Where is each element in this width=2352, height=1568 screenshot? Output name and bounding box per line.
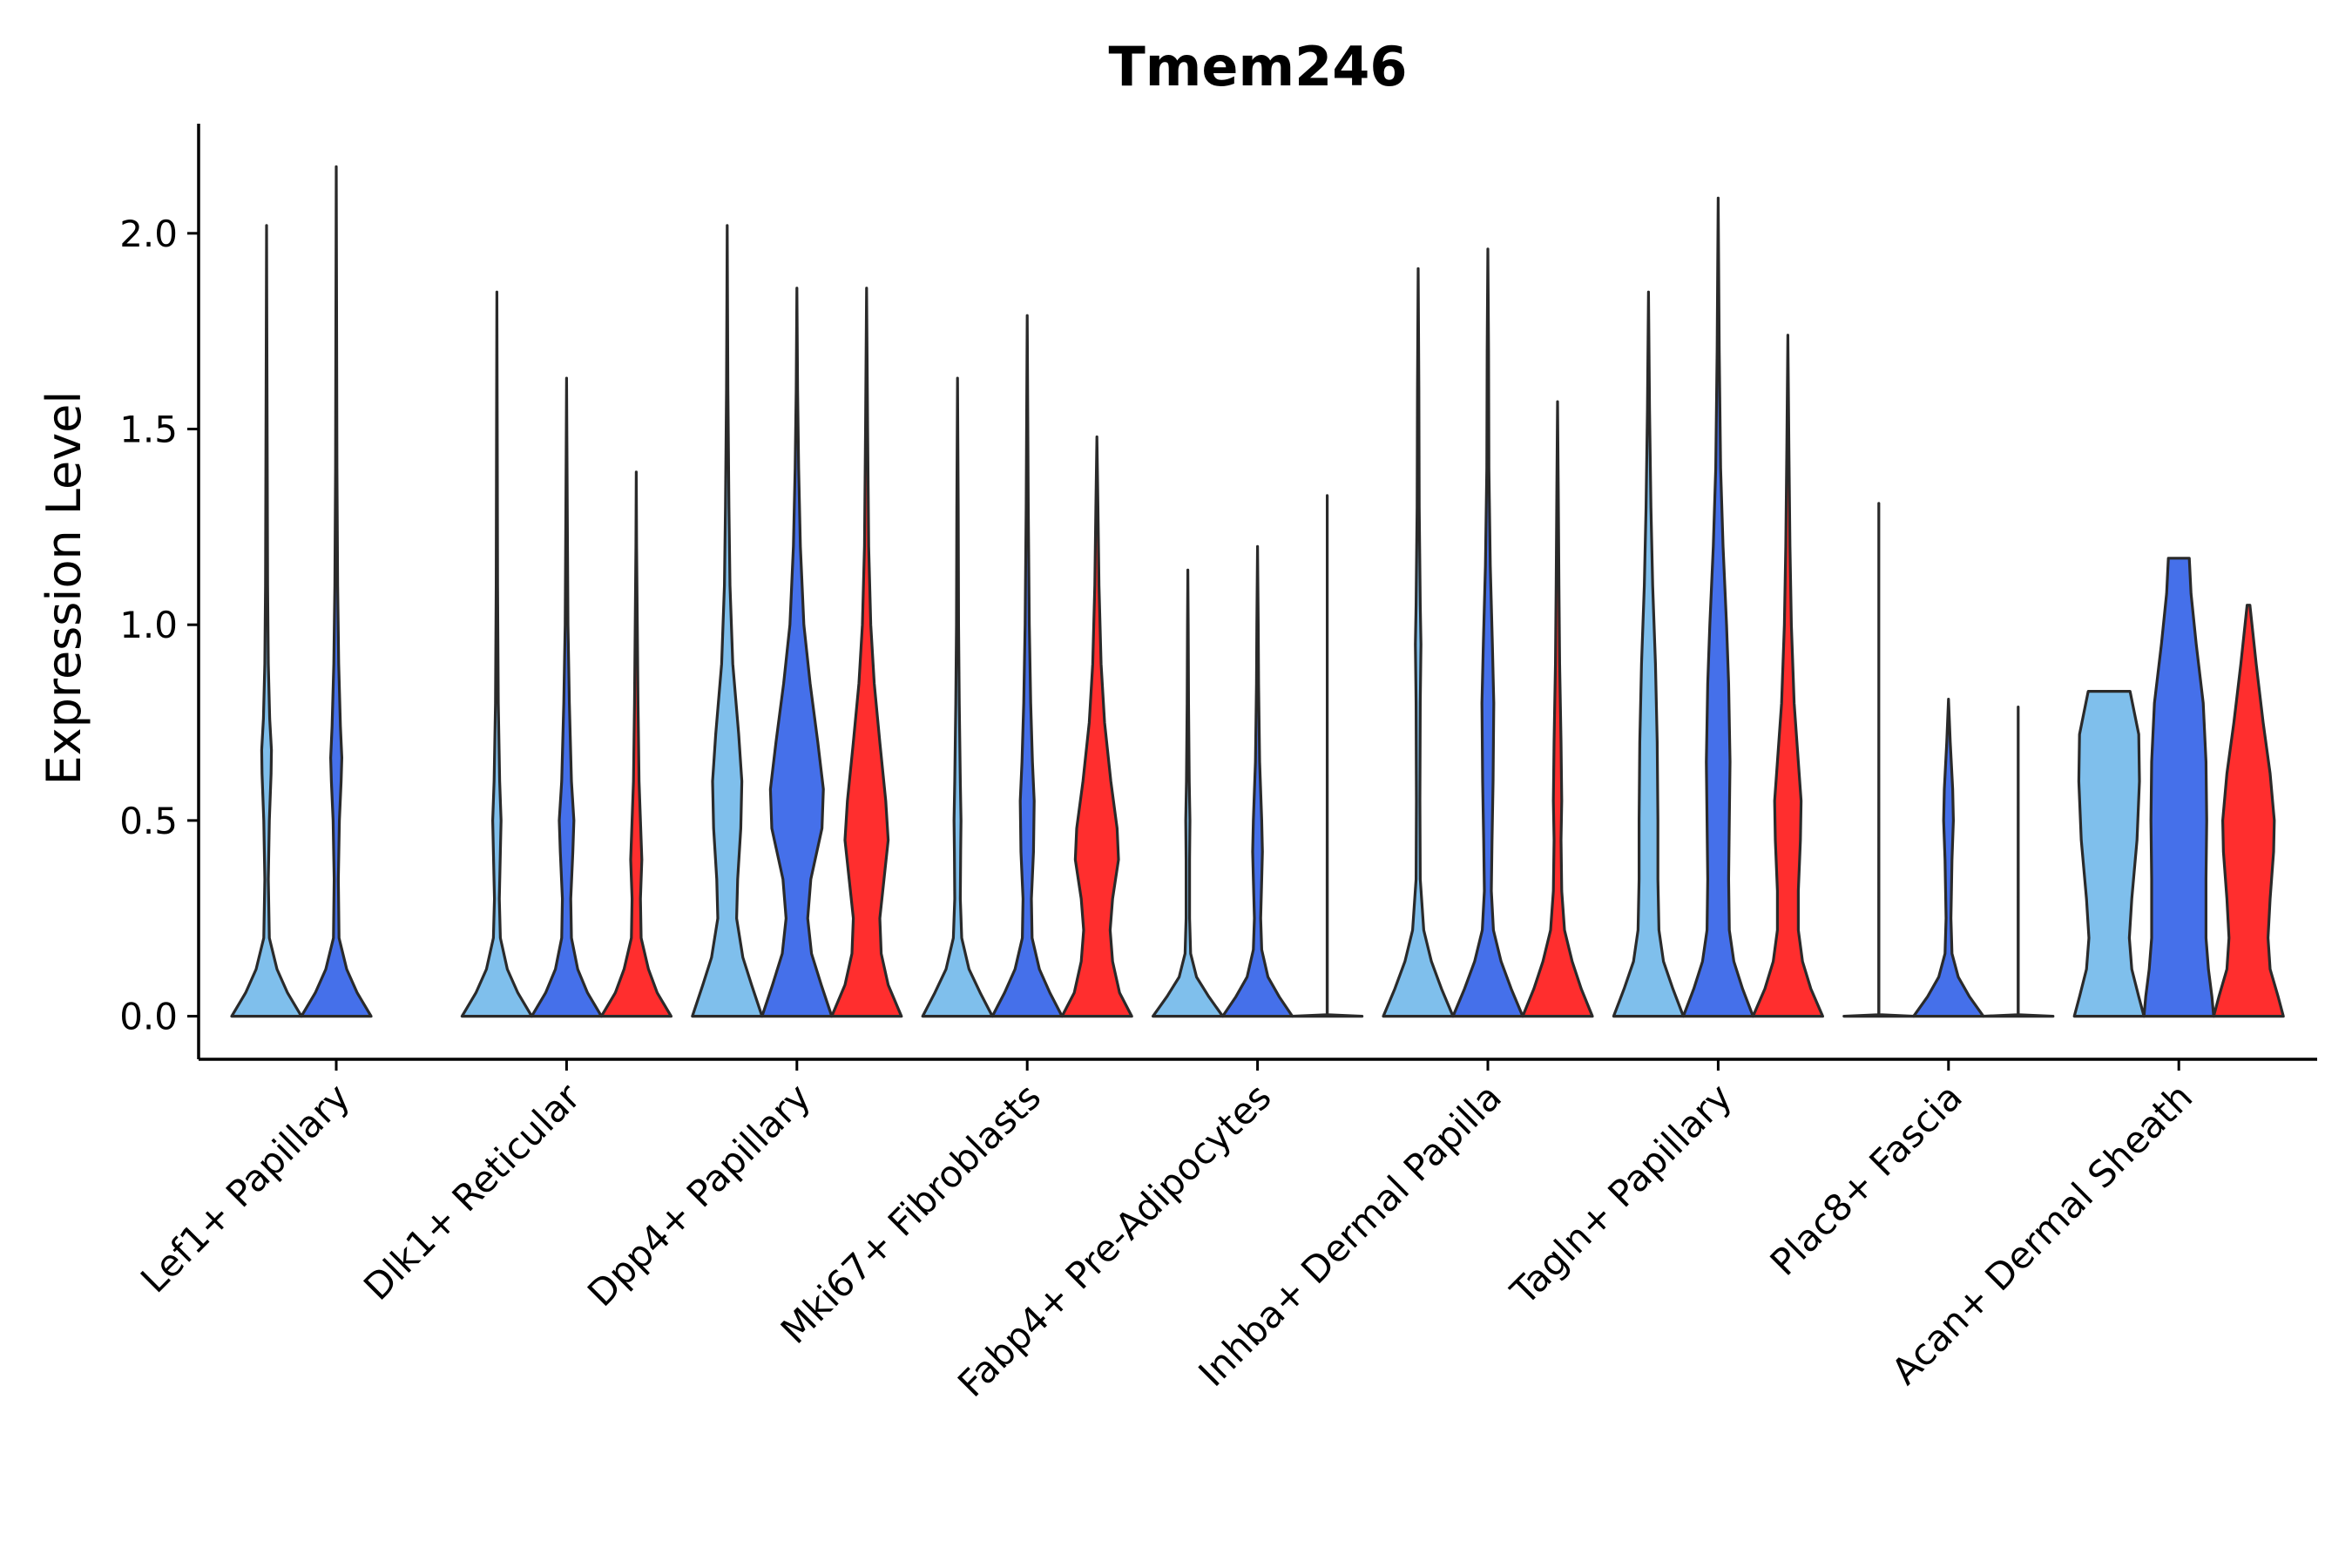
violin-layer: [230, 165, 2285, 1018]
violin-tagln-papillary-group-1: [1612, 290, 1685, 1018]
violin-plac8-fascia-group-1: [1842, 502, 1916, 1018]
violin-fabp4-pre-adipocytes-group-3: [1291, 494, 1364, 1018]
violin-tagln-papillary-group-2: [1681, 196, 1754, 1018]
y-tick-label: 0.5: [119, 800, 178, 842]
violin-plac8-fascia-group-2: [1912, 698, 1985, 1018]
violin-tagln-papillary-group-3: [1751, 334, 1824, 1018]
y-tick-label: 2.0: [119, 213, 178, 255]
y-tick-label: 0.0: [119, 996, 178, 1038]
violin-dlk1-reticular-group-2: [530, 376, 603, 1018]
violin-inhba-dermal-papilla-group-2: [1451, 247, 1524, 1018]
violin-fabp4-pre-adipocytes-group-2: [1221, 544, 1294, 1018]
violin-plac8-fascia-group-3: [1982, 706, 2055, 1018]
violin-fabp4-pre-adipocytes-group-1: [1152, 568, 1225, 1018]
y-tick-label: 1.5: [119, 409, 178, 451]
y-axis: 0.0 0.5 1.0 1.5 2.0: [119, 124, 200, 1059]
violin-lef1-papillary-group-2: [300, 165, 373, 1018]
violin-acan-dermal-sheath-group-2: [2142, 557, 2215, 1018]
chart-title: Tmem246: [1109, 35, 1408, 98]
violin-dpp4-papillary-group-1: [691, 224, 764, 1018]
violin-dlk1-reticular-group-3: [599, 470, 672, 1018]
violin-inhba-dermal-papilla-group-3: [1521, 400, 1594, 1018]
violin-dlk1-reticular-group-1: [460, 290, 533, 1018]
violin-mki67-fibroblasts-group-3: [1060, 435, 1133, 1018]
violin-dpp4-papillary-group-2: [760, 287, 834, 1018]
y-tick-label: 1.0: [119, 604, 178, 646]
violin-dpp4-papillary-group-3: [830, 287, 903, 1018]
violin-lef1-papillary-group-1: [230, 224, 303, 1018]
violin-mki67-fibroblasts-group-2: [990, 314, 1064, 1018]
violin-mki67-fibroblasts-group-1: [921, 376, 994, 1018]
y-axis-title: Expression Level: [37, 391, 91, 786]
violin-acan-dermal-sheath-group-1: [2072, 690, 2146, 1018]
violin-acan-dermal-sheath-group-3: [2212, 604, 2285, 1018]
violin-inhba-dermal-papilla-group-1: [1382, 267, 1455, 1018]
